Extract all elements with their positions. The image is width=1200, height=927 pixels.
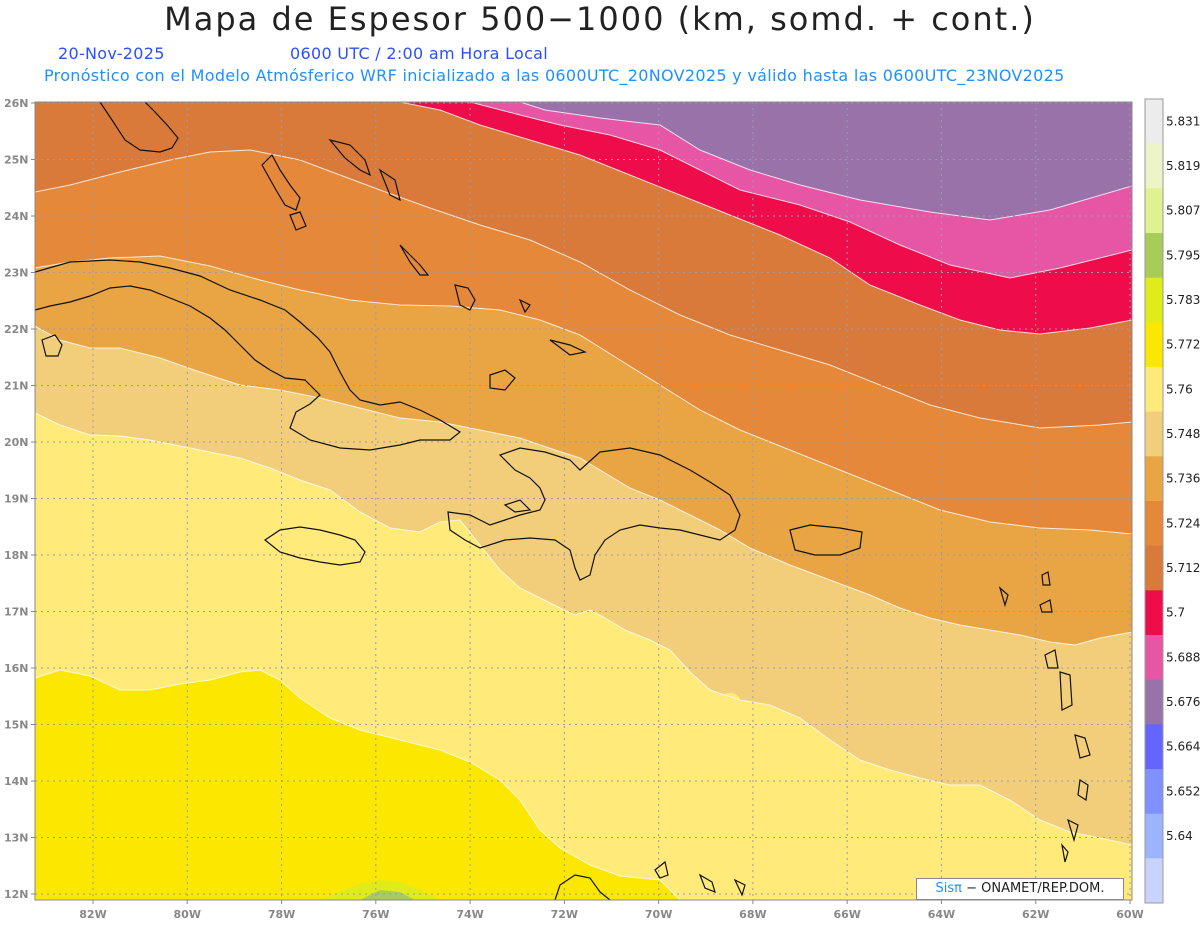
contour-lines [35,102,1132,900]
colorbar-swatch [1145,143,1163,189]
colorbar: 5.831 5.819 5.807 5.795 5.783 5.772 5.76 5.748 5… [1144,98,1200,904]
lat-label: 26N [4,97,29,110]
lat-label: 20N [4,436,29,449]
lat-label: 17N [4,606,29,619]
lat-label: 14N [4,775,29,788]
colorbar-swatch [1145,367,1163,413]
colorbar-swatch [1145,322,1163,368]
lat-label: 15N [4,719,29,732]
credit-box: Sisπ − ONAMET/REP.DOM. [916,878,1124,900]
colorbar-label: 5.783 [1166,293,1200,307]
colorbar-swatch [1145,456,1163,502]
colorbar-label: 5.736 [1166,472,1200,486]
lon-label: 72W [551,908,578,921]
lat-label: 21N [4,380,29,393]
colorbar-swatch [1145,233,1163,279]
colorbar-label: 5.76 [1166,382,1193,396]
lon-label: 70W [645,908,672,921]
forecast-time: 0600 UTC / 2:00 am Hora Local [290,44,549,63]
coastlines [35,102,1091,900]
forecast-date: 20-Nov-2025 [58,44,165,63]
colorbar-label: 5.664 [1166,740,1200,754]
colorbar-swatch [1145,858,1163,904]
colorbar-label: 5.748 [1166,427,1200,441]
colorbar-label: 5.676 [1166,695,1200,709]
lat-label: 23N [4,267,29,280]
colorbar-swatch [1145,501,1163,547]
colorbar-swatch [1145,188,1163,234]
credit-text: − ONAMET/REP.DOM. [966,881,1105,896]
colorbar-frame [1144,98,1164,904]
map-title: Mapa de Espesor 500−1000 (km, somd. + co… [164,0,1036,38]
lat-label: 22N [4,323,29,336]
forecast-description: Pronóstico con el Modelo Atmósferico WRF… [44,66,1065,85]
colorbar-label: 5.772 [1166,338,1200,352]
lon-label: 80W [174,908,201,921]
colorbar-swatch [1145,679,1163,725]
colorbar-label: 5.795 [1166,248,1200,262]
lat-label: 12N [4,888,29,901]
lat-label: 16N [4,662,29,675]
lon-label: 66W [833,908,860,921]
lat-label: 24N [4,210,29,223]
colorbar-swatch [1145,99,1163,145]
longitude-labels: 82W 80W 78W 76W 74W 72W 70W 68W 66W 64W 62W 60W [79,900,1144,921]
lon-label: 62W [1022,908,1049,921]
colorbar-label: 5.712 [1166,561,1200,575]
colorbar-swatch [1145,277,1163,323]
colorbar-swatch [1145,590,1163,636]
colorbar-swatch [1145,545,1163,591]
band-5795 [360,890,415,900]
colorbar-swatch [1145,813,1163,859]
thickness-fill [35,102,1132,900]
colorbar-label: 5.819 [1166,159,1200,173]
colorbar-label: 5.688 [1166,650,1200,664]
lat-label: 18N [4,549,29,562]
plot-frame [34,101,1133,901]
lat-label: 19N [4,493,29,506]
band-5772 [35,670,680,900]
lat-lon-grid [35,102,1132,900]
colorbar-swatch [1145,769,1163,815]
lon-label: 74W [456,908,483,921]
lon-label: 64W [928,908,955,921]
latitude-labels: 26N 25N 24N 23N 22N 21N 20N 19N 18N 17N 16N 15N 14N 1… [4,97,35,901]
lon-label: 76W [362,908,389,921]
lon-label: 82W [79,908,106,921]
lon-label: 68W [739,908,766,921]
lat-label: 13N [4,832,29,845]
band-5760-spot [720,693,740,707]
colorbar-label: 5.724 [1166,516,1200,530]
colorbar-label: 5.7 [1166,606,1185,620]
colorbar-swatch [1145,635,1163,681]
colorbar-label: 5.652 [1166,784,1200,798]
lat-label: 25N [4,154,29,167]
colorbar-swatch [1145,411,1163,457]
lon-label: 60W [1116,908,1143,921]
colorbar-swatch [1145,724,1163,770]
lon-label: 78W [268,908,295,921]
credit-brand: Sisπ [935,881,962,896]
colorbar-label: 5.807 [1166,204,1200,218]
colorbar-label: 5.64 [1166,829,1193,843]
colorbar-label: 5.831 [1166,114,1200,128]
